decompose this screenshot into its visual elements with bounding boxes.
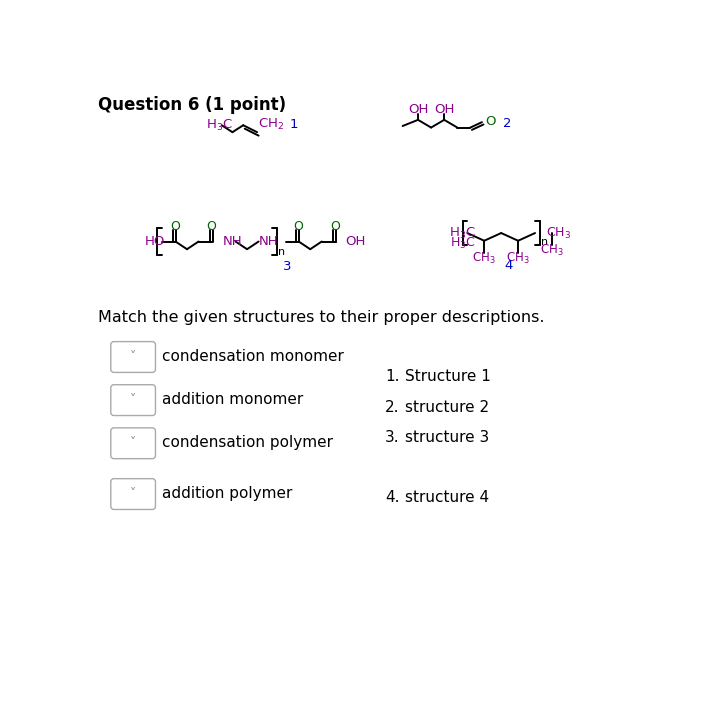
Text: O: O (330, 219, 340, 233)
Text: OH: OH (345, 235, 365, 248)
Text: H$_3$C: H$_3$C (449, 226, 476, 241)
Text: O: O (207, 219, 216, 233)
Text: 3.: 3. (385, 430, 400, 444)
Text: 1: 1 (290, 118, 298, 131)
Text: ˅: ˅ (130, 436, 136, 449)
Text: structure 2: structure 2 (405, 400, 489, 415)
Text: CH$_3$: CH$_3$ (506, 251, 530, 266)
Text: structure 4: structure 4 (405, 491, 489, 506)
Text: 3: 3 (283, 261, 291, 273)
Text: n: n (542, 237, 548, 247)
Text: condensation polymer: condensation polymer (161, 435, 332, 450)
FancyBboxPatch shape (111, 385, 156, 415)
Text: OH: OH (408, 102, 428, 116)
Text: condensation monomer: condensation monomer (161, 349, 343, 364)
Text: CH$_2$: CH$_2$ (258, 117, 284, 132)
Text: Question 6 (1 point): Question 6 (1 point) (98, 96, 287, 114)
Text: Structure 1: Structure 1 (405, 368, 491, 384)
Text: NH: NH (258, 235, 278, 248)
Text: Match the given structures to their proper descriptions.: Match the given structures to their prop… (98, 310, 545, 325)
Text: 2: 2 (502, 117, 511, 130)
Text: 4.: 4. (385, 491, 400, 506)
FancyBboxPatch shape (111, 428, 156, 459)
Text: CH$_3$: CH$_3$ (540, 244, 564, 258)
Text: CH$_3$: CH$_3$ (546, 226, 571, 241)
Text: NH: NH (222, 235, 242, 248)
Text: addition polymer: addition polymer (161, 486, 292, 501)
Text: 4: 4 (505, 259, 513, 272)
Text: O: O (485, 115, 495, 128)
Text: H$_3$C: H$_3$C (450, 236, 475, 251)
Text: ˅: ˅ (130, 393, 136, 406)
Text: O: O (293, 219, 303, 233)
FancyBboxPatch shape (111, 479, 156, 510)
Text: ˅: ˅ (130, 487, 136, 500)
Text: n: n (278, 246, 285, 256)
Text: addition monomer: addition monomer (161, 392, 303, 407)
Text: ˅: ˅ (130, 350, 136, 363)
Text: 1.: 1. (385, 368, 400, 384)
Text: OH: OH (434, 102, 455, 116)
Text: O: O (169, 219, 180, 233)
Text: HO: HO (145, 235, 165, 248)
FancyBboxPatch shape (111, 342, 156, 373)
Text: CH$_3$: CH$_3$ (472, 251, 496, 266)
Text: H$_3$C: H$_3$C (206, 118, 233, 133)
Text: 2.: 2. (385, 400, 400, 415)
Text: structure 3: structure 3 (405, 430, 489, 444)
